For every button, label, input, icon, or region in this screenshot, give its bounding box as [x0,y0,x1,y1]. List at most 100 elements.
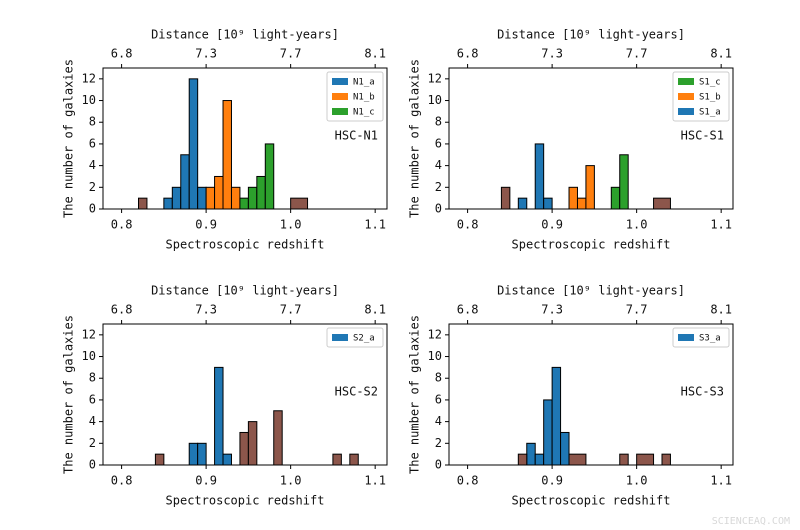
histogram-bar [517,197,528,210]
x2-axis-label: Distance [10⁹ light-years] [151,284,339,298]
legend-label: N1_a [353,78,375,88]
x2-tick-label: 7.3 [195,47,217,61]
x-axis-label: Spectroscopic redshift [512,238,671,252]
histogram-bar [247,421,258,466]
histogram-bar [551,366,562,466]
y-tick-label: 12 [428,71,442,85]
axes-frame [448,323,734,466]
histogram-bar [214,175,224,210]
histogram-bar [610,186,621,210]
histogram-bar [239,197,249,210]
legend-swatch [678,78,694,85]
histogram-bar [163,197,173,210]
legend-label: S1_c [699,78,721,88]
annotation: HSC-S2 [335,385,378,399]
y-tick-label: 0 [89,202,96,216]
x2-tick-label: 7.3 [195,303,217,317]
histogram-bar [138,197,148,210]
x-tick-label: 0.9 [195,218,217,232]
y-tick-label: 10 [82,93,96,107]
x-tick-label: 1.0 [280,474,302,488]
y-tick-label: 2 [435,436,442,450]
x-tick-label: 0.9 [195,474,217,488]
y-tick-label: 4 [435,158,442,172]
legend-label: N1_c [353,108,375,118]
histogram-bar [619,154,629,210]
x-tick-label: 1.0 [626,474,648,488]
y-tick-label: 8 [89,371,96,385]
axes-frame [448,67,734,210]
histogram-bar [332,453,342,466]
histogram-bar [534,143,545,210]
y-tick-label: 10 [82,349,96,363]
histogram-bar [264,143,275,210]
histogram-bar [171,186,182,210]
y-tick-label: 12 [82,327,96,341]
histogram-bar [568,453,587,466]
y-tick-label: 10 [428,93,442,107]
x2-tick-label: 8.1 [364,47,386,61]
x2-tick-label: 7.3 [541,303,563,317]
histogram-bar [290,197,309,210]
histogram-bar [154,453,165,466]
x2-tick-label: 6.8 [457,303,479,317]
y-tick-label: 8 [89,115,96,129]
y-tick-label: 6 [89,392,96,406]
y-axis-label: The number of galaxies [408,315,422,474]
legend-swatch [332,78,348,85]
legend-label: S1_a [699,108,721,118]
x2-tick-label: 6.8 [111,303,133,317]
axes-frame [102,67,388,210]
legend-box [326,327,384,348]
y-tick-label: 8 [435,371,442,385]
legend-swatch [332,108,348,115]
annotation: HSC-S1 [681,129,724,143]
histogram-bar [188,442,199,466]
y-tick-label: 0 [89,458,96,472]
histogram-bar [349,453,359,466]
histogram-bar [180,154,190,210]
histogram-bar [568,186,578,210]
histogram-bar [230,186,241,210]
legend-label: N1_b [353,93,375,103]
x2-tick-label: 7.7 [280,303,302,317]
legend-box [672,327,730,348]
histogram-bar [239,431,249,466]
legend-swatch [678,93,694,100]
x-tick-label: 0.8 [111,474,133,488]
x-tick-label: 0.9 [541,218,563,232]
histogram-bar [560,431,570,466]
x2-axis-label: Distance [10⁹ light-years] [497,28,685,42]
x-tick-label: 1.1 [710,474,732,488]
legend-swatch [678,108,694,115]
x-tick-label: 0.8 [457,474,479,488]
x-tick-label: 1.1 [364,474,386,488]
histogram-bar [526,442,536,466]
histogram-bar [585,165,595,210]
x2-axis-label: Distance [10⁹ light-years] [497,284,685,298]
histogram-bar [188,78,199,210]
legend-swatch [332,93,348,100]
x2-tick-label: 7.7 [626,47,648,61]
y-tick-label: 12 [428,327,442,341]
y-tick-label: 2 [89,436,96,450]
histogram-bar [543,399,553,466]
x-axis-label: Spectroscopic redshift [512,494,671,508]
histogram-bar [214,366,224,466]
x-tick-label: 0.8 [457,218,479,232]
y-tick-label: 4 [435,414,442,428]
y-tick-label: 4 [89,414,96,428]
legend-swatch [678,334,694,341]
x-tick-label: 1.1 [364,218,386,232]
histogram-bar [517,453,528,466]
histogram-bar [661,453,671,466]
x-tick-label: 0.9 [541,474,563,488]
y-tick-label: 0 [435,202,442,216]
x-tick-label: 0.8 [111,218,133,232]
histogram-bar [619,453,629,466]
y-tick-label: 6 [89,136,96,150]
legend-label: S1_b [699,93,721,103]
y-tick-label: 12 [82,71,96,85]
histogram-bar [636,453,655,466]
